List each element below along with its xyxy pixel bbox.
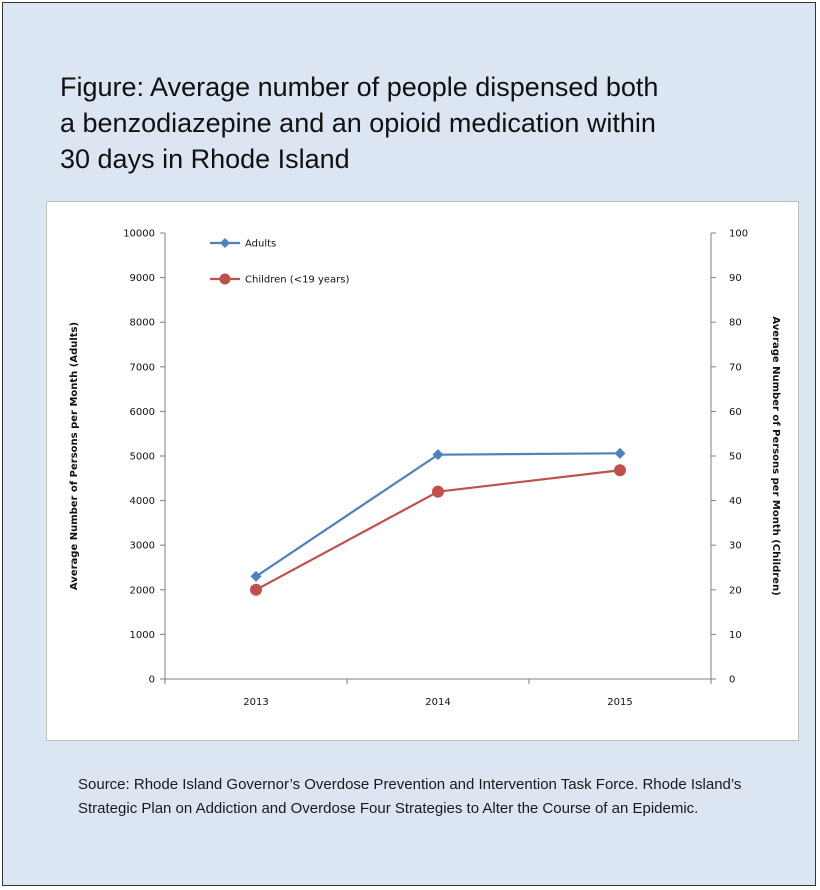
series-layer xyxy=(250,447,626,596)
right-y-tick-label: 30 xyxy=(729,541,742,552)
left-y-tick-label: 7000 xyxy=(130,362,155,373)
data-point-children xyxy=(250,583,262,596)
right-y-tick-label: 40 xyxy=(729,496,742,507)
right-y-tick-label: 90 xyxy=(729,273,742,284)
legend-entry: Adults xyxy=(210,238,276,250)
right-y-tick-label: 10 xyxy=(729,630,742,641)
series-adults xyxy=(250,447,626,582)
left-y-tick-label: 5000 xyxy=(130,452,155,463)
data-point-children xyxy=(432,485,444,498)
right-y-tick-label: 60 xyxy=(729,407,742,418)
left-y-tick-label: 4000 xyxy=(130,496,155,507)
left-y-tick-label: 3000 xyxy=(130,541,155,552)
left-y-tick-label: 2000 xyxy=(130,585,155,596)
series-children xyxy=(250,464,626,596)
left-y-tick-label: 1000 xyxy=(130,630,155,641)
data-point-children xyxy=(614,464,626,477)
legend: Adults Children (<19 years) xyxy=(210,238,349,286)
figure-title: Figure: Average number of people dispens… xyxy=(60,72,659,174)
right-y-tick-label: 0 xyxy=(729,675,735,686)
right-y-axis-title: Average Number of Persons per Month (Chi… xyxy=(770,316,781,595)
line-chart: 0100020003000400050006000700080009000100… xyxy=(69,229,781,709)
data-point-adults xyxy=(614,447,626,459)
right-y-tick-label: 20 xyxy=(729,585,742,596)
left-y-tick-label: 10000 xyxy=(123,229,155,240)
left-y-tick-label: 6000 xyxy=(130,407,155,418)
x-tick-label: 2015 xyxy=(607,697,632,708)
x-tick-label: 2013 xyxy=(243,697,268,708)
left-y-tick-label: 9000 xyxy=(130,273,155,284)
source-note: Source: Rhode Island Governor’s Overdose… xyxy=(78,776,742,817)
left-y-tick-label: 0 xyxy=(149,675,155,686)
legend-label: Adults xyxy=(245,239,276,250)
series-line xyxy=(255,452,621,578)
x-tick-label: 2014 xyxy=(425,697,450,708)
legend-marker xyxy=(220,238,230,248)
data-point-adults xyxy=(432,449,444,461)
chart-area: 0 1000 2000 3000 4000 5000 6000 7000 8000 9000 100… xyxy=(46,201,799,741)
right-y-tick-label: 70 xyxy=(729,362,742,373)
right-y-tick-label: 100 xyxy=(729,229,748,240)
legend-label: Children (<19 years) xyxy=(245,275,349,286)
right-y-tick-label: 50 xyxy=(729,452,742,463)
left-y-tick-label: 8000 xyxy=(130,318,155,329)
left-y-axis-title: Average Number of Persons per Month (Adu… xyxy=(69,322,80,590)
data-point-adults xyxy=(250,570,262,582)
legend-marker xyxy=(219,273,231,285)
axes: 0100020003000400050006000700080009000100… xyxy=(69,229,781,709)
right-y-tick-label: 80 xyxy=(729,318,742,329)
legend-entry: Children (<19 years) xyxy=(210,273,349,286)
